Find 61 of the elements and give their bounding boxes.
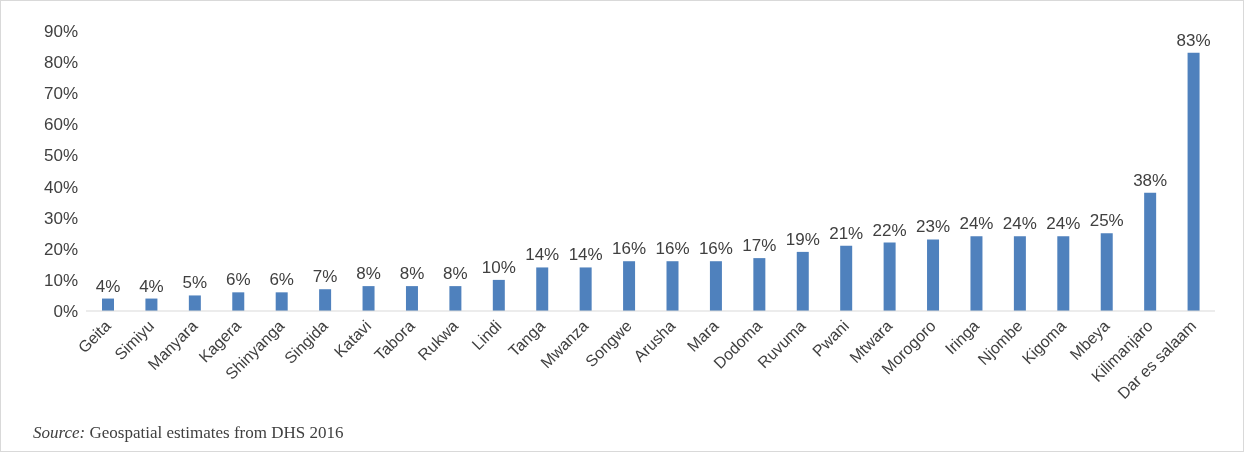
bar xyxy=(1144,192,1157,311)
bar xyxy=(579,267,592,311)
y-tick-label: 90% xyxy=(43,22,78,42)
data-label: 21% xyxy=(829,223,864,243)
bar xyxy=(840,245,853,311)
data-label: 17% xyxy=(742,236,777,256)
data-label: 38% xyxy=(1133,170,1168,190)
bar xyxy=(362,286,375,311)
bar xyxy=(1013,236,1026,311)
bar xyxy=(275,292,288,311)
data-label: 14% xyxy=(525,245,560,265)
bar xyxy=(492,279,505,311)
bar xyxy=(405,286,418,311)
y-tick-label: 20% xyxy=(43,239,78,259)
data-label: 8% xyxy=(356,264,381,284)
data-label: 4% xyxy=(139,276,164,296)
y-tick-label: 60% xyxy=(43,115,78,135)
bar xyxy=(1187,52,1200,311)
y-tick-label: 0% xyxy=(53,302,78,322)
y-tick-label: 50% xyxy=(43,146,78,166)
data-label: 23% xyxy=(916,217,951,237)
bar xyxy=(623,261,636,311)
data-label: 83% xyxy=(1176,30,1211,50)
data-label: 25% xyxy=(1089,211,1124,231)
bar xyxy=(1057,236,1070,311)
data-label: 7% xyxy=(312,267,338,287)
data-label: 8% xyxy=(399,264,425,284)
data-label: 6% xyxy=(269,270,294,290)
data-label: 5% xyxy=(182,273,208,293)
data-label: 4% xyxy=(95,276,121,296)
bar xyxy=(666,261,679,311)
data-label: 16% xyxy=(612,239,647,259)
y-tick-label: 10% xyxy=(43,270,78,290)
bar xyxy=(753,258,766,311)
data-label: 24% xyxy=(1046,214,1081,234)
data-label: 19% xyxy=(785,229,820,249)
source-note: Source: Geospatial estimates from DHS 2016 xyxy=(33,423,344,443)
bar xyxy=(1100,233,1113,311)
bar xyxy=(970,236,983,311)
bar xyxy=(883,242,896,311)
data-label: 6% xyxy=(225,270,251,290)
bar xyxy=(449,286,462,311)
data-label: 24% xyxy=(959,214,994,234)
data-label: 14% xyxy=(568,245,603,265)
bar xyxy=(927,239,940,311)
y-tick-label: 80% xyxy=(43,53,78,73)
data-label: 24% xyxy=(1002,214,1037,234)
data-label: 8% xyxy=(443,264,468,284)
bar xyxy=(232,292,245,311)
bar xyxy=(796,251,809,311)
bar xyxy=(188,295,201,311)
bar xyxy=(319,289,332,311)
y-tick-label: 40% xyxy=(43,177,78,197)
data-label: 16% xyxy=(655,239,690,259)
y-tick-label: 30% xyxy=(43,208,78,228)
data-label: 10% xyxy=(481,257,516,277)
bar xyxy=(536,267,549,311)
bar xyxy=(709,261,722,311)
data-label: 22% xyxy=(872,220,907,240)
data-label: 16% xyxy=(698,239,733,259)
y-tick-label: 70% xyxy=(43,84,78,104)
